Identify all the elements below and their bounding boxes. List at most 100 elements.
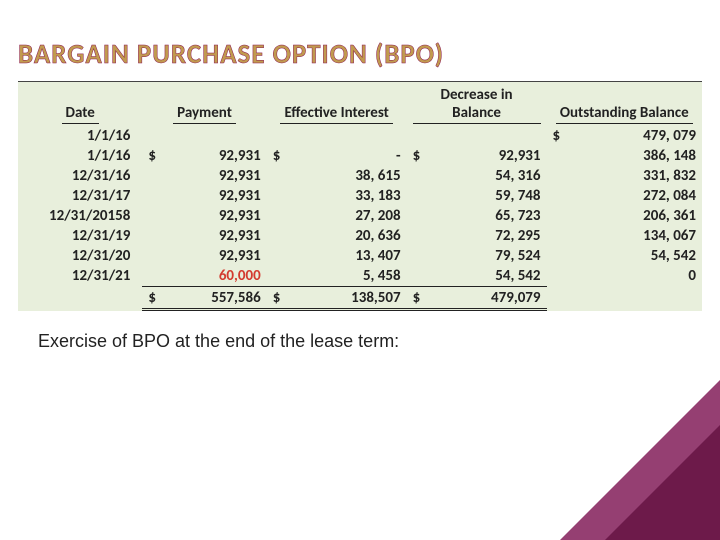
table-row: 12/31/21 60,000 5, 458 54, 542 0 <box>18 266 702 287</box>
col-header-payment: Payment <box>142 82 266 126</box>
cell-interest: 5, 458 <box>290 266 407 287</box>
cell-interest <box>290 126 407 146</box>
cell-currency <box>267 126 290 146</box>
cell-currency <box>267 206 290 226</box>
cell-interest: 20, 636 <box>290 226 407 246</box>
cell-interest: 27, 208 <box>290 206 407 226</box>
cell-currency <box>267 266 290 287</box>
cell-currency: $ <box>407 146 430 166</box>
cell-total-payment: 557,586 <box>166 287 267 310</box>
table-row: 12/31/16 92,931 38, 615 54, 316 331, 832 <box>18 166 702 186</box>
cell-date: 12/31/20 <box>18 246 142 266</box>
cell-currency <box>407 226 430 246</box>
cell-decrease: 65, 723 <box>430 206 547 226</box>
cell-currency <box>267 166 290 186</box>
cell-payment: 92,931 <box>166 226 267 246</box>
cell-balance: 134, 067 <box>570 226 702 246</box>
slide-title: BARGAIN PURCHASE OPTION (BPO) <box>0 0 720 71</box>
slide: BARGAIN PURCHASE OPTION (BPO) Date Payme… <box>0 0 720 540</box>
cell-currency <box>407 266 430 287</box>
cell-balance: 386, 148 <box>570 146 702 166</box>
cell-decrease: 92,931 <box>430 146 547 166</box>
cell-currency <box>547 166 570 186</box>
cell-decrease: 79, 524 <box>430 246 547 266</box>
cell-decrease: 54, 542 <box>430 266 547 287</box>
cell-date: 12/31/21 <box>18 266 142 287</box>
table-totals-row: $557,586$138,507$479,079 <box>18 287 702 310</box>
cell-currency <box>547 226 570 246</box>
table-row: 12/31/17 92,931 33, 183 59, 748 272, 084 <box>18 186 702 206</box>
cell-decrease: 59, 748 <box>430 186 547 206</box>
cell-currency <box>407 206 430 226</box>
cell-currency: $ <box>547 126 570 146</box>
cell-payment: 92,931 <box>166 206 267 226</box>
cell-currency <box>142 266 165 287</box>
cell-balance: 331, 832 <box>570 166 702 186</box>
col-header-decrease: Decrease in Balance <box>407 82 547 126</box>
table-body: 1/1/16$479, 0791/1/16$92,931$-$92,931386… <box>18 126 702 310</box>
cell-payment: 92,931 <box>166 246 267 266</box>
cell-currency: $ <box>142 287 165 310</box>
cell-currency <box>547 186 570 206</box>
cell-total-decrease: 479,079 <box>430 287 547 310</box>
cell-currency <box>407 186 430 206</box>
col-header-interest: Effective Interest <box>267 82 407 126</box>
cell-currency <box>407 126 430 146</box>
cell-decrease <box>430 126 547 146</box>
cell-decrease: 72, 295 <box>430 226 547 246</box>
cell-payment <box>166 126 267 146</box>
table-row: 1/1/16 $479, 079 <box>18 126 702 146</box>
cell-date: 12/31/16 <box>18 166 142 186</box>
cell-currency <box>547 246 570 266</box>
cell-payment: 92,931 <box>166 166 267 186</box>
cell-payment: 92,931 <box>166 186 267 206</box>
cell-currency <box>142 246 165 266</box>
cell-balance: 0 <box>570 266 702 287</box>
cell-date: 12/31/17 <box>18 186 142 206</box>
cell-currency <box>547 266 570 287</box>
cell-currency <box>547 146 570 166</box>
cell-interest: 33, 183 <box>290 186 407 206</box>
cell-currency: $ <box>407 287 430 310</box>
table-row: 1/1/16$92,931$-$92,931386, 148 <box>18 146 702 166</box>
cell-currency: $ <box>267 287 290 310</box>
cell-currency: $ <box>267 146 290 166</box>
cell-currency: $ <box>142 146 165 166</box>
cell-balance: 479, 079 <box>570 126 702 146</box>
cell-currency <box>267 186 290 206</box>
amortization-table-container: Date Payment Effective Interest Decrease… <box>18 81 702 311</box>
cell-date: 1/1/16 <box>18 126 142 146</box>
corner-decoration-inner <box>605 425 720 540</box>
table-row: 12/31/19 92,931 20, 636 72, 295 134, 067 <box>18 226 702 246</box>
cell-date: 12/31/20158 <box>18 206 142 226</box>
cell-interest: - <box>290 146 407 166</box>
cell-decrease: 54, 316 <box>430 166 547 186</box>
cell-balance: 272, 084 <box>570 186 702 206</box>
col-header-balance: Outstanding Balance <box>547 82 702 126</box>
cell-currency <box>142 126 165 146</box>
cell-balance: 206, 361 <box>570 206 702 226</box>
cell-currency <box>142 186 165 206</box>
cell-total-interest: 138,507 <box>290 287 407 310</box>
cell-balance: 54, 542 <box>570 246 702 266</box>
cell-interest: 38, 615 <box>290 166 407 186</box>
cell-currency <box>142 166 165 186</box>
cell-currency <box>267 246 290 266</box>
table-row: 12/31/20158 92,931 27, 208 65, 723 206, 361 <box>18 206 702 226</box>
cell-currency <box>142 226 165 246</box>
cell-payment: 92,931 <box>166 146 267 166</box>
col-header-date: Date <box>18 82 142 126</box>
amortization-table: Date Payment Effective Interest Decrease… <box>18 82 702 311</box>
cell-currency <box>547 206 570 226</box>
cell-currency <box>407 166 430 186</box>
table-header-row: Date Payment Effective Interest Decrease… <box>18 82 702 126</box>
cell-interest: 13, 407 <box>290 246 407 266</box>
cell-currency <box>142 206 165 226</box>
cell-currency <box>267 226 290 246</box>
cell-currency <box>407 246 430 266</box>
cell-date: 1/1/16 <box>18 146 142 166</box>
table-row: 12/31/20 92,931 13, 407 79, 524 54, 542 <box>18 246 702 266</box>
cell-payment: 60,000 <box>166 266 267 287</box>
caption-text: Exercise of BPO at the end of the lease … <box>38 331 720 352</box>
cell-date: 12/31/19 <box>18 226 142 246</box>
